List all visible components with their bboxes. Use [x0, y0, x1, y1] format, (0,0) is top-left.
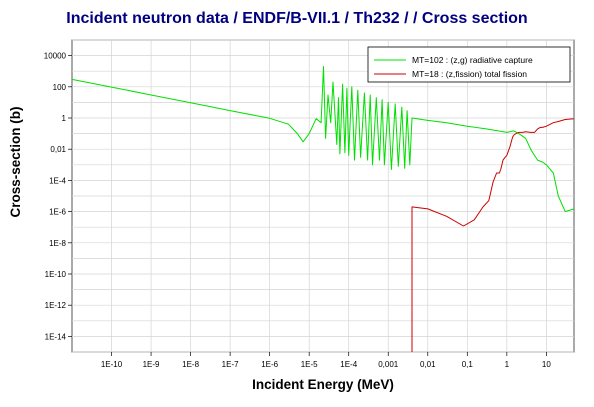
x-axis-label: Incident Energy (MeV) — [252, 377, 394, 392]
x-tick-label: 1E-8 — [182, 360, 199, 369]
y-tick-label: 1E-10 — [45, 270, 67, 279]
y-tick-label: 1E-14 — [45, 332, 67, 341]
series-lines — [71, 66, 575, 352]
x-tick-label: 10 — [542, 360, 551, 369]
y-tick-label: 1E-4 — [49, 176, 66, 185]
x-tick-label: 0,001 — [378, 360, 399, 369]
y-tick-label: 1E-12 — [45, 301, 67, 310]
y-tick-label: 100 — [53, 83, 67, 92]
x-tick-label: 1E-10 — [101, 360, 123, 369]
chart-title: Incident neutron data / ENDF/B-VII.1 / T… — [66, 10, 528, 27]
y-tick-label: 0,01 — [50, 145, 66, 154]
x-tick-label: 1E-4 — [340, 360, 357, 369]
y-tick-label: 1E-8 — [49, 239, 66, 248]
x-tick-label: 1E-7 — [222, 360, 239, 369]
legend-label-capture: MT=102 : (z,g) radiative capture — [412, 55, 533, 65]
legend-label-fission: MT=18 : (z,fission) total fission — [412, 69, 527, 79]
y-tick-label: 1 — [62, 114, 67, 123]
fission-series-line — [411, 118, 575, 352]
y-axis-label: Cross-section (b) — [8, 106, 23, 218]
x-tick-label: 1E-6 — [261, 360, 278, 369]
x-tick-label: 1 — [505, 360, 510, 369]
legend-box — [367, 46, 571, 83]
x-tick-label: 1E-9 — [143, 360, 160, 369]
x-tick-label: 0,1 — [462, 360, 474, 369]
y-tick-label: 10000 — [44, 52, 67, 61]
x-tick-label: 0,01 — [420, 360, 436, 369]
y-tick-label: 1E-6 — [49, 208, 66, 217]
y-axis-ticks: 1E-14 1E-12 1E-10 1E-8 1E-6 1E-4 0,01 1 100 10000 — [44, 52, 72, 341]
legend: MT=102 : (z,g) radiative capture MT=18 :… — [367, 46, 571, 83]
x-tick-label: 1E-5 — [301, 360, 318, 369]
x-axis-ticks: 1E-10 1E-9 1E-8 1E-7 1E-6 1E-5 1E-4 0,001 0,01 0,… — [101, 352, 551, 369]
capture-series-line — [71, 66, 575, 213]
